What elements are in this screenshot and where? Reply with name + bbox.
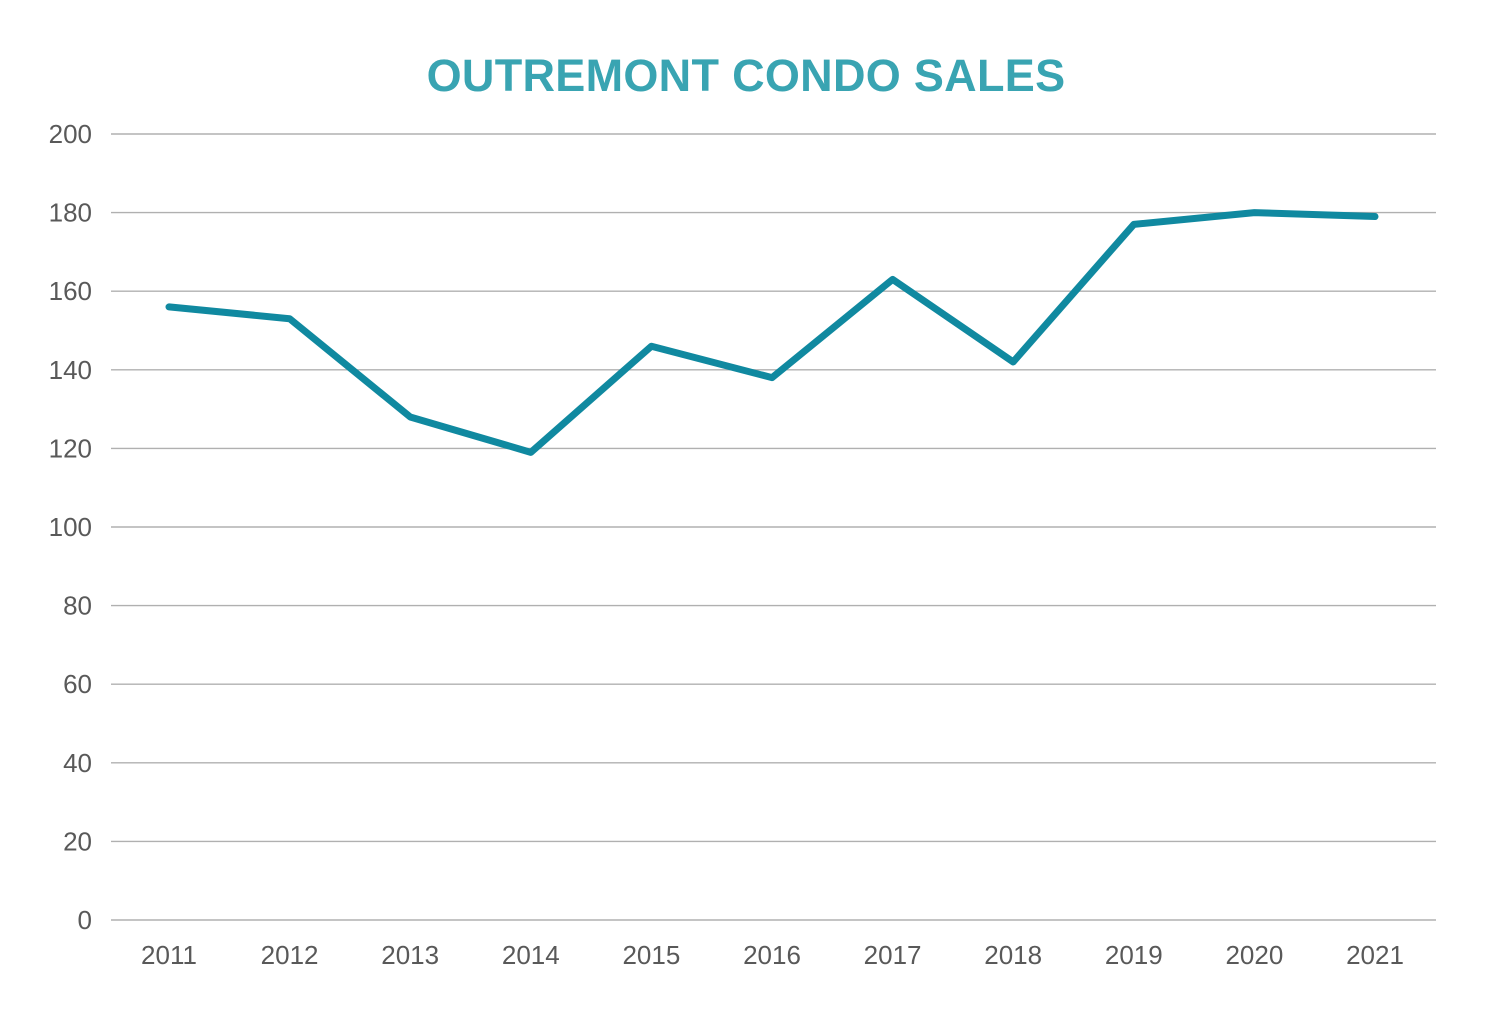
svg-text:120: 120 xyxy=(49,433,92,463)
svg-text:2019: 2019 xyxy=(1105,940,1163,970)
svg-text:20: 20 xyxy=(63,826,92,856)
svg-text:80: 80 xyxy=(63,591,92,621)
svg-text:60: 60 xyxy=(63,669,92,699)
svg-text:160: 160 xyxy=(49,276,92,306)
svg-text:2011: 2011 xyxy=(141,940,197,970)
svg-text:140: 140 xyxy=(49,355,92,385)
svg-text:2015: 2015 xyxy=(622,940,680,970)
svg-text:2020: 2020 xyxy=(1225,940,1283,970)
svg-text:200: 200 xyxy=(49,119,92,149)
svg-text:2017: 2017 xyxy=(864,940,922,970)
svg-text:2012: 2012 xyxy=(261,940,319,970)
svg-text:2021: 2021 xyxy=(1346,940,1404,970)
svg-text:100: 100 xyxy=(49,512,92,542)
svg-text:2016: 2016 xyxy=(743,940,801,970)
svg-text:2014: 2014 xyxy=(502,940,560,970)
svg-text:2018: 2018 xyxy=(984,940,1042,970)
svg-text:180: 180 xyxy=(49,198,92,228)
svg-text:40: 40 xyxy=(63,748,92,778)
svg-text:0: 0 xyxy=(78,905,92,935)
svg-text:2013: 2013 xyxy=(381,940,439,970)
